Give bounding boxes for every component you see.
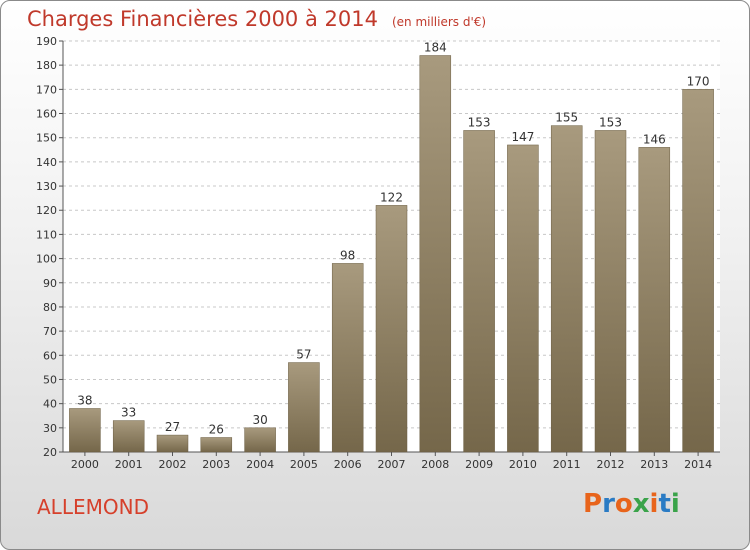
y-tick-label: 70: [43, 325, 57, 338]
bar-value-label: 153: [468, 115, 491, 129]
y-tick-label: 190: [36, 35, 57, 48]
bar: [594, 130, 627, 453]
bar: [156, 434, 189, 453]
bar-value-label: 170: [687, 74, 710, 88]
bar-value-label: 155: [555, 111, 578, 125]
bar-value-label: 30: [252, 413, 267, 427]
bar: [507, 144, 539, 453]
x-tick-label: 2011: [553, 458, 581, 471]
y-tick-label: 150: [36, 132, 57, 145]
y-tick-label: 90: [43, 277, 57, 290]
bar: [463, 130, 495, 453]
x-tick-label: 2000: [71, 458, 99, 471]
x-tick-label: 2001: [115, 458, 143, 471]
logo-letter: i: [649, 489, 659, 519]
x-tick-label: 2005: [290, 458, 318, 471]
bar-value-label: 38: [77, 393, 92, 407]
x-tick-label: 2003: [202, 458, 230, 471]
bar: [331, 263, 364, 453]
y-tick-label: 110: [36, 228, 57, 241]
bar: [69, 408, 101, 453]
bar: [200, 437, 233, 453]
bar: [244, 427, 276, 453]
plot-area: 20 30 40 50 60 70 80 90 100 110 120 130 140 150 160 170…: [36, 35, 720, 471]
chart-title-text: Charges Financières 2000 à 2014: [27, 7, 378, 31]
x-tick-label: 2014: [684, 458, 712, 471]
commune-name: ALLEMOND: [37, 495, 149, 519]
x-tick-label: 2012: [597, 458, 625, 471]
bar-value-label: 146: [643, 132, 666, 146]
y-tick-label: 120: [36, 204, 57, 217]
y-tick-label: 140: [36, 156, 57, 169]
x-tick-label: 2009: [465, 458, 493, 471]
bar-value-label: 147: [511, 130, 534, 144]
chart-title: Charges Financières 2000 à 2014 (en milli…: [27, 7, 486, 31]
proxiti-logo: Proxiti: [583, 489, 680, 519]
bar: [638, 147, 671, 453]
x-tick-label: 2002: [159, 458, 187, 471]
x-tick-label: 2008: [421, 458, 449, 471]
bar: [288, 362, 320, 453]
y-tick-label: 40: [43, 398, 57, 411]
bar-value-label: 122: [380, 190, 403, 204]
x-tick-label: 2006: [334, 458, 362, 471]
x-tick-label: 2004: [246, 458, 274, 471]
y-tick-label: 100: [36, 253, 57, 266]
y-tick-label: 50: [43, 373, 57, 386]
bar: [375, 205, 408, 453]
y-tick-label: 170: [36, 83, 57, 96]
bar-value-label: 98: [340, 248, 355, 262]
bar-value-label: 26: [209, 422, 224, 436]
y-tick-label: 60: [43, 349, 57, 362]
y-tick-label: 180: [36, 59, 57, 72]
logo-letter: t: [658, 489, 671, 519]
chart-subtitle: (en milliers d'€): [391, 15, 487, 29]
y-tick-label: 130: [36, 180, 57, 193]
y-tick-label: 30: [43, 422, 57, 435]
bar: [682, 89, 714, 453]
logo-letter: x: [632, 489, 650, 519]
bar-value-label: 33: [121, 406, 136, 420]
logo-letter: o: [614, 489, 633, 519]
bar: [419, 55, 452, 453]
logo-letter: P: [583, 489, 603, 519]
logo-letter: i: [670, 489, 680, 519]
x-tick-label: 2010: [509, 458, 537, 471]
bar-value-label: 27: [165, 420, 180, 434]
y-tick-label: 160: [36, 108, 57, 121]
bar-value-label: 184: [424, 41, 447, 55]
bar: [550, 125, 583, 453]
logo-letter: r: [602, 489, 615, 519]
x-tick-label: 2007: [378, 458, 406, 471]
x-tick-label: 2013: [640, 458, 668, 471]
y-tick-label: 80: [43, 301, 57, 314]
bar-value-label: 57: [296, 348, 311, 362]
bar: [112, 420, 145, 453]
y-tick-label: 20: [43, 446, 57, 459]
bar-value-label: 153: [599, 115, 622, 129]
